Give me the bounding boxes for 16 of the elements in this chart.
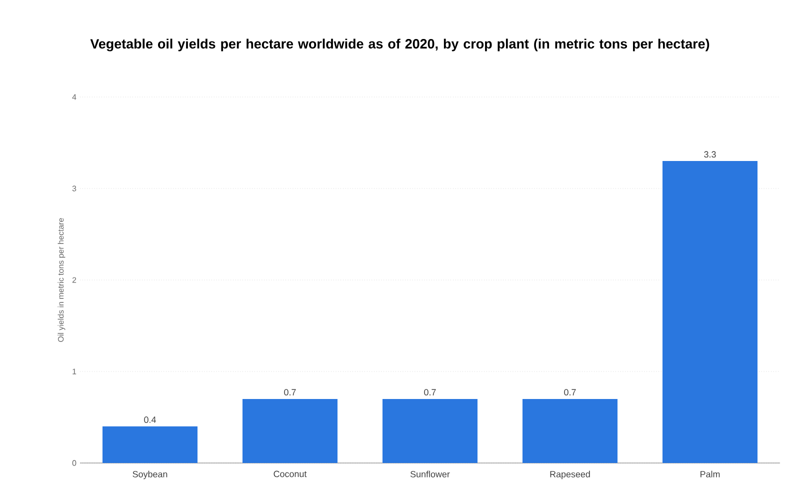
x-tick-label: Sunflower xyxy=(410,470,450,478)
data-label: 0.7 xyxy=(284,389,296,396)
bar xyxy=(522,398,618,463)
bar xyxy=(102,426,198,463)
data-label: 0.7 xyxy=(564,389,576,396)
chart-title: Vegetable oil yields per hectare worldwide as of 2020, by crop plant (in metric tons per hectare) xyxy=(90,38,710,52)
data-label: 3.3 xyxy=(704,151,716,158)
x-tick-label: Palm xyxy=(700,470,720,478)
x-tick-label: Coconut xyxy=(274,470,307,478)
data-label: 0.7 xyxy=(424,389,436,396)
x-tick-label: Rapeseed xyxy=(550,470,590,480)
bar xyxy=(242,398,338,463)
x-tick-label: Soybean xyxy=(132,470,168,480)
data-label: 0.4 xyxy=(144,416,156,423)
bar xyxy=(662,161,758,463)
bar xyxy=(382,398,478,463)
